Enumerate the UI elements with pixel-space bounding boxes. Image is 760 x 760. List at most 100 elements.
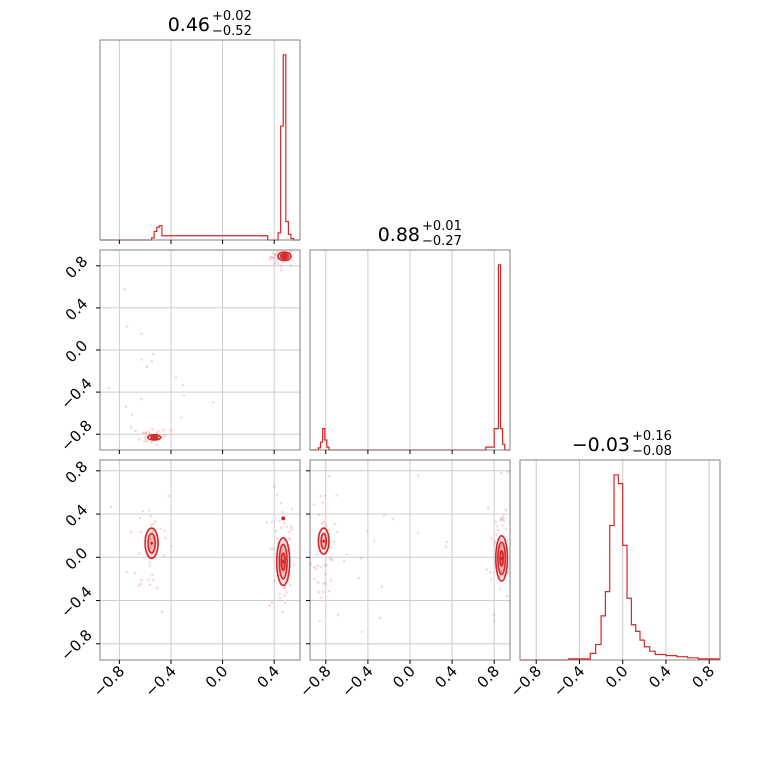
scatter-point [174,376,178,379]
scatter-point [285,591,289,594]
scatter-point [137,584,140,587]
contour-center [500,556,504,560]
scatter-point [271,256,275,260]
scatter-point [317,591,321,594]
scatter-point [164,536,167,540]
scatter-point [283,521,286,525]
scatter-point [318,619,322,623]
histogram-2 [520,474,720,661]
scatter-point [321,501,324,504]
scatter-point [502,519,506,523]
scatter-point [333,522,337,526]
x-tick-label: 0.4 [431,662,461,692]
scatter-point [502,515,505,518]
scatter-point [493,539,497,543]
scatter-point [312,503,316,506]
scatter-point [281,610,284,614]
panel-title-2: −0.03 +0.16−0.08 [572,429,672,459]
x-tick-label: −0.8 [507,662,545,700]
scatter-point [160,610,164,613]
scatter-point [499,471,503,475]
panel-2-2 [520,460,720,660]
x-tick-label: 0.0 [202,662,232,692]
scatter-point [345,553,349,556]
scatter-point [151,578,155,582]
scatter-point [416,531,420,535]
scatter-point [492,620,496,623]
scatter-point [273,579,276,583]
scatter-point [270,520,274,524]
panel-title-1: 0.88 +0.01−0.27 [378,219,462,249]
scatter-point [182,393,186,397]
scatter-point [323,494,327,497]
y-tick-label: −0.4 [57,374,95,412]
y-tick-label: 0.0 [62,337,92,367]
scatter-point [143,440,146,443]
panel-background [100,460,300,660]
scatter-point [150,441,153,445]
scatter-point [292,563,296,566]
title-minus: −0.08 [632,444,672,459]
x-tick-label: 0.0 [602,662,632,692]
scatter-point [504,528,508,531]
scatter-point [149,545,153,548]
contour-center [152,435,156,439]
scatter-point [271,252,274,255]
scatter-point [279,268,283,272]
scatter-point [322,590,325,594]
scatter-point [500,544,503,548]
panel-title-0: 0.46 +0.02−0.52 [168,9,252,39]
scatter-point [268,257,272,261]
scatter-point [319,494,323,498]
scatter-point [290,508,294,511]
panel-background [100,40,300,240]
scatter-point [313,577,316,581]
scatter-point [138,516,142,520]
title-minus: −0.52 [212,24,252,39]
scatter-point [317,513,321,516]
scatter-point [274,530,278,533]
scatter-point [391,517,395,521]
scatter-point [270,601,274,604]
scatter-point [342,559,346,563]
panel-0-0 [100,40,300,240]
x-tick-label: −0.4 [338,662,376,700]
scatter-point [332,540,336,544]
scatter-point [140,332,143,336]
scatter-point [269,255,272,258]
scatter-point [494,520,498,523]
scatter-point [152,352,155,356]
scatter-point [147,509,151,512]
scatter-point [281,510,284,514]
scatter-point [283,587,286,590]
scatter-point [506,470,509,473]
panel-2-0 [100,460,300,660]
scatter-point [163,529,166,533]
scatter-point [270,255,274,259]
scatter-point [148,564,152,567]
scatter-point [281,260,285,264]
scatter-point [151,573,154,577]
scatter-point [274,253,277,257]
x-tick-label: −0.4 [550,662,588,700]
scatter-point [336,613,340,617]
scatter-point [161,435,165,439]
scatter-point [275,253,278,257]
scatter-point [149,523,153,527]
scatter-point [139,582,143,586]
panel-border [519,459,721,661]
y-tick-label: −0.4 [57,583,95,621]
y-tick-label: 0.0 [62,544,92,574]
scatter-point [149,514,153,518]
scatter-point [275,259,278,262]
x-tick-label: 0.4 [645,662,675,692]
scatter-point [316,581,320,584]
scatter-point [290,528,293,531]
scatter-point [504,508,508,512]
scatter-point [324,582,327,586]
scatter-point [279,526,283,529]
x-tick-label: −0.8 [296,662,334,700]
scatter-point [499,517,502,520]
scatter-point [319,565,322,569]
